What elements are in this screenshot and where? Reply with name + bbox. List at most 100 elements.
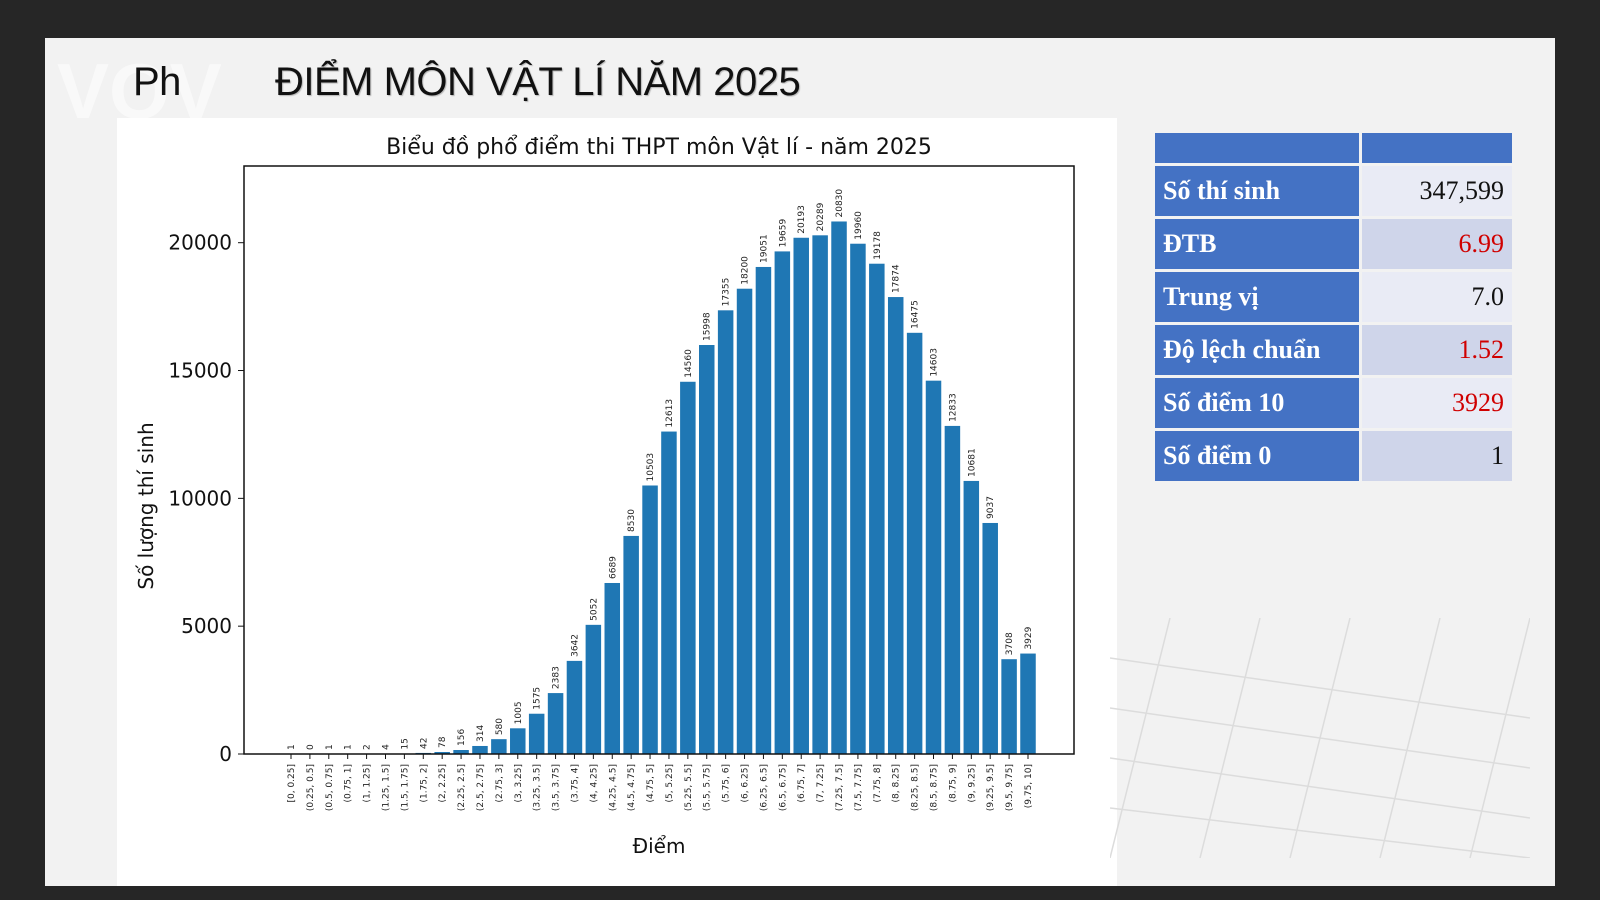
x-tick-label: (9.75, 10] [1024,764,1034,808]
x-tick-label: (5.75, 6] [722,764,732,803]
stat-label: Trung vị [1155,272,1359,322]
bar-data-label: 14603 [930,348,940,377]
vov-logo-icon: VOV [57,50,222,130]
x-tick-label: [0, 0.25] [287,764,297,803]
bar-data-label: 15998 [703,312,713,341]
bar-data-label: 3642 [570,634,580,657]
stat-label: Số điểm 0 [1155,431,1359,481]
x-tick-label: (2, 2.25] [438,764,448,803]
svg-text:VOV: VOV [57,50,222,130]
x-tick-label: (0.75, 1] [344,764,354,803]
x-tick-label: (5.25, 5.5] [684,764,694,811]
stat-value: 6.99 [1362,219,1512,269]
chart-bar [491,739,507,754]
bar-data-label: 6689 [608,556,618,579]
bar-data-label: 12833 [948,393,958,422]
bar-data-label: 17874 [892,264,902,293]
bar-data-label: 8530 [627,509,637,532]
chart-y-axis-label: Số lượng thí sinh [134,422,158,589]
chart-x-axis-label: Điểm [633,834,686,858]
x-tick-label: (7.75, 8] [873,764,883,803]
y-tick-label: 20000 [168,231,232,255]
stats-row: Số điểm 10 3929 [1155,378,1512,428]
chart-bar [774,251,791,754]
bar-data-label: 580 [495,718,505,735]
x-tick-label: (6, 6.25] [741,764,751,803]
x-tick-label: (6.25, 6.5] [759,764,769,811]
stats-row: Số điểm 0 1 [1155,431,1512,481]
bar-data-label: 78 [438,736,448,748]
chart-bar [528,713,545,754]
stat-value: 1 [1362,431,1512,481]
x-tick-label: (1.75, 2] [419,764,429,803]
y-tick-label: 10000 [168,486,232,510]
bar-data-label: 42 [419,737,429,748]
bar-data-label: 9037 [986,496,996,519]
bar-data-label: 1005 [514,701,524,724]
chart-bar [510,728,526,754]
chart-bar [1001,659,1017,754]
x-tick-label: (3, 3.25] [514,764,524,803]
chart-bar [982,522,998,754]
bar-data-label: 1 [287,744,297,750]
x-tick-label: (4.25, 4.5] [608,764,618,811]
bar-data-label: 3929 [1024,626,1034,649]
bar-data-label: 19659 [778,219,788,248]
bar-data-label: 20289 [816,202,826,231]
bar-data-label: 19051 [759,234,769,263]
chart-bar [453,750,469,754]
chart-bar [642,485,658,754]
chart-bar [623,535,639,754]
stats-header-row [1155,133,1512,163]
chart-bar [944,425,961,754]
x-tick-label: (6.5, 6.75] [778,764,788,811]
x-tick-label: (3.25, 3.5] [533,764,543,811]
bar-data-label: 12613 [665,399,675,428]
x-tick-label: (2.75, 3] [495,764,505,803]
x-tick-label: (1.5, 1.75] [400,764,410,811]
x-tick-label: (7.25, 7.5] [835,764,845,811]
x-tick-label: (9.25, 9.5] [986,764,996,811]
stat-value: 1.52 [1362,325,1512,375]
bar-chart: Biểu đồ phổ điểm thi THPT môn Vật lí - n… [134,135,1075,858]
bar-data-label: 156 [457,729,467,746]
chart-bar [434,752,450,754]
bar-data-label: 15 [400,738,410,749]
chart-bar [1020,653,1036,754]
stat-value: 347,599 [1362,166,1512,216]
y-tick-label: 5000 [181,614,232,638]
bar-data-label: 3708 [1005,632,1015,655]
bar-data-label: 16475 [911,300,921,329]
bar-data-label: 314 [476,725,486,742]
chart-bar [831,221,847,755]
x-tick-label: (3.5, 3.75] [552,764,562,811]
y-tick-label: 15000 [168,359,232,383]
chart-panel: Biểu đồ phổ điểm thi THPT môn Vật lí - n… [117,118,1117,886]
y-tick-label: 0 [219,742,232,766]
stat-label: ĐTB [1155,219,1359,269]
bar-data-label: 19178 [873,231,883,260]
stat-label: Số điểm 10 [1155,378,1359,428]
stats-row: Độ lệch chuẩn 1.52 [1155,325,1512,375]
page-title: ĐIỂM MÔN VẬT LÍ NĂM 2025 [275,60,801,104]
chart-bar [699,345,715,754]
title-prefix: Ph [133,60,181,104]
stats-row: Số thí sinh 347,599 [1155,166,1512,216]
chart-bar [963,480,980,754]
bar-data-label: 20193 [797,205,807,234]
x-tick-label: (5, 5.25] [665,764,675,803]
x-tick-label: (2.5, 2.75] [476,764,486,811]
bar-data-label: 0 [306,744,316,750]
x-tick-label: (8.5, 8.75] [930,764,940,811]
x-tick-label: (4.75, 5] [646,764,656,803]
stat-value: 7.0 [1362,272,1512,322]
chart-bar [566,660,583,754]
stat-value: 3929 [1362,378,1512,428]
chart-bar [680,381,696,754]
stats-row: ĐTB 6.99 [1155,219,1512,269]
chart-bar [547,693,564,754]
chart-bar [604,582,621,754]
x-tick-label: (9.5, 9.75] [1005,764,1015,811]
chart-bar [755,266,772,754]
chart-bar [812,235,828,754]
